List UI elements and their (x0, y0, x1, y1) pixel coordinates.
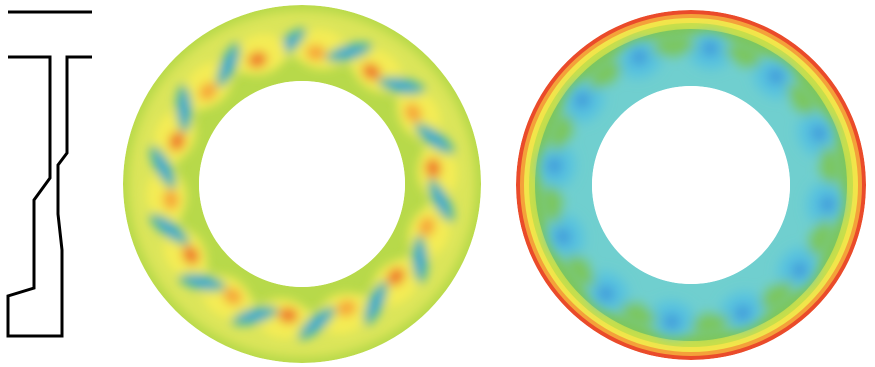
contour-blue-spot (811, 125, 827, 142)
contour-green-patch (563, 250, 595, 288)
contour-blue-streak (188, 277, 217, 287)
profile-outline-svg (6, 10, 92, 338)
contour-orange-patch (278, 307, 299, 324)
contour-blue-spot (547, 157, 562, 174)
contour-blue-spot (768, 68, 784, 84)
contour-blue-streak (155, 154, 171, 180)
contour-green-patch (756, 281, 794, 313)
contour-blue-streak (179, 94, 189, 123)
contour-green-patch (787, 82, 819, 120)
contour-blue-streak (422, 129, 447, 148)
profile-outline-panel (0, 0, 100, 367)
contour-blue-spot (574, 92, 590, 108)
ring-left-hole (199, 81, 405, 287)
contour-green-patch (686, 313, 730, 335)
contour-orange-patch (162, 189, 179, 210)
contour-green-patch (549, 109, 575, 151)
contour-blue-streak (335, 46, 363, 58)
contour-orange-patch (182, 245, 200, 265)
ring-right-hole (592, 86, 790, 284)
contour-orange-patch (198, 82, 218, 101)
contour-blue-streak (305, 313, 328, 333)
contour-orange-patch (418, 216, 436, 237)
contour-orange-patch (386, 267, 406, 286)
contour-blue-streak (221, 51, 236, 78)
contour-blue-spot (555, 228, 571, 245)
contour-blue-spot (663, 314, 680, 329)
contour-green-patch (725, 43, 767, 69)
ring-contour-right-panel (505, 0, 875, 367)
contour-blue-spot (631, 49, 648, 65)
contour-green-patch (819, 146, 841, 190)
contour-orange-patch (247, 51, 268, 68)
contour-orange-patch (361, 63, 381, 81)
contour-green-patch (541, 180, 563, 224)
contour-blue-streak (368, 290, 383, 317)
contour-orange-patch (223, 287, 243, 305)
contour-green-patch (588, 57, 626, 89)
contour-blue-spot (598, 286, 614, 302)
contour-blue-streak (241, 310, 269, 322)
contour-green-patch (807, 219, 833, 261)
contour-orange-patch (336, 300, 357, 317)
contour-blue-spot (702, 41, 719, 56)
contour-blue-spot (820, 196, 835, 213)
contour-blue-spot (792, 262, 808, 278)
contour-green-patch (615, 301, 657, 327)
contour-blue-spot (734, 305, 751, 321)
contour-orange-patch (168, 131, 186, 152)
contour-green-patch (652, 35, 696, 57)
ring-contour-left-panel (120, 0, 490, 367)
contour-orange-patch (305, 44, 326, 61)
contour-blue-streak (157, 220, 182, 239)
contour-orange-patch (404, 103, 422, 123)
ring-contour-right (516, 10, 866, 360)
cross-section-outline (6, 55, 92, 338)
ring-contour-left (123, 5, 481, 363)
contour-orange-patch (425, 158, 442, 179)
contour-blue-streak (433, 188, 449, 214)
contour-blue-streak (387, 81, 416, 91)
contour-blue-streak (415, 245, 425, 274)
